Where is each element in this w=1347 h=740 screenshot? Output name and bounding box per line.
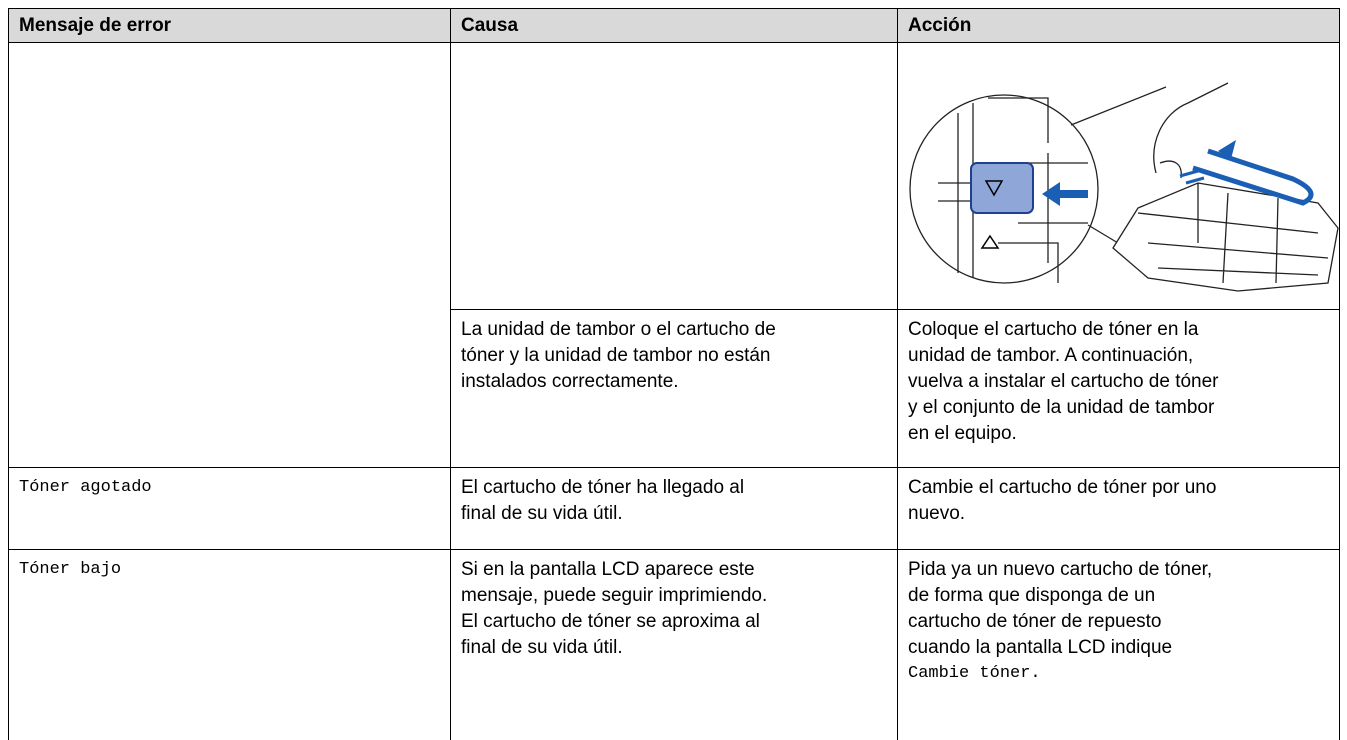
action-cell: Cambie el cartucho de tóner por uno nuevo… — [897, 467, 1340, 550]
cause-cell — [450, 42, 898, 310]
message-cell: Tóner bajo — [8, 549, 451, 740]
text-line: El cartucho de tóner se aproxima al — [461, 611, 760, 632]
action-cell: Coloque el cartucho de tóner en la unidad… — [897, 309, 1340, 468]
text-line: final de su vida útil. — [461, 503, 623, 524]
illustration — [909, 82, 1339, 292]
header-cell: Acción — [897, 8, 1340, 43]
header-cell: Mensaje de error — [8, 8, 451, 43]
header-cell: Causa — [450, 8, 898, 43]
cause-cell: Si en la pantalla LCD aparece este mensaj… — [450, 549, 898, 740]
header-row: Mensaje de error Causa Acción — [8, 8, 1340, 43]
text-line: cartucho de tóner de repuesto — [908, 611, 1162, 632]
text-line: La unidad de tambor o el cartucho de — [461, 319, 776, 340]
text-line: El cartucho de tóner ha llegado al — [461, 477, 745, 498]
text-line: nuevo. — [908, 503, 966, 524]
text-line: Si en la pantalla LCD aparece este — [461, 559, 755, 580]
cause-cell: El cartucho de tóner ha llegado al final … — [450, 467, 898, 550]
text-line: Cambie tóner. — [908, 664, 1041, 683]
text-line: cuando la pantalla LCD indique — [908, 637, 1173, 658]
message-cell — [8, 42, 451, 468]
image-row — [8, 42, 1340, 468]
text-line: unidad de tambor. A continuación, — [908, 345, 1194, 366]
text-line: en el equipo. — [908, 423, 1017, 444]
text-line: tóner y la unidad de tambor no están — [461, 345, 771, 366]
cause-cell: La unidad de tambor o el cartucho de tóne… — [450, 309, 898, 468]
text-line: Coloque el cartucho de tóner en la — [908, 319, 1199, 340]
text-line: vuelva a instalar el cartucho de tóner — [908, 371, 1219, 392]
row: Tóner bajo Si en la pantalla LCD aparece… — [8, 549, 1340, 740]
message-cell: Tóner agotado — [8, 467, 451, 550]
text-line: Cambie el cartucho de tóner por uno — [908, 477, 1217, 498]
action-cell: Pida ya un nuevo cartucho de tóner, de fo… — [897, 549, 1340, 740]
row: La unidad de tambor o el cartucho de tóne… — [9, 309, 1340, 468]
row: Tóner agotado El cartucho de tóner ha ll… — [8, 467, 1340, 550]
text-line: Pida ya un nuevo cartucho de tóner, — [908, 559, 1213, 580]
text-line: instalados correctamente. — [461, 371, 679, 392]
error-table: Mensaje de error Causa Acción — [8, 8, 1340, 740]
text-line: final de su vida útil. — [461, 637, 623, 658]
image-cell — [897, 42, 1340, 310]
text-line: de forma que disponga de un — [908, 585, 1156, 606]
text-line: mensaje, puede seguir imprimiendo. — [461, 585, 768, 606]
text-line: y el conjunto de la unidad de tambor — [908, 397, 1215, 418]
